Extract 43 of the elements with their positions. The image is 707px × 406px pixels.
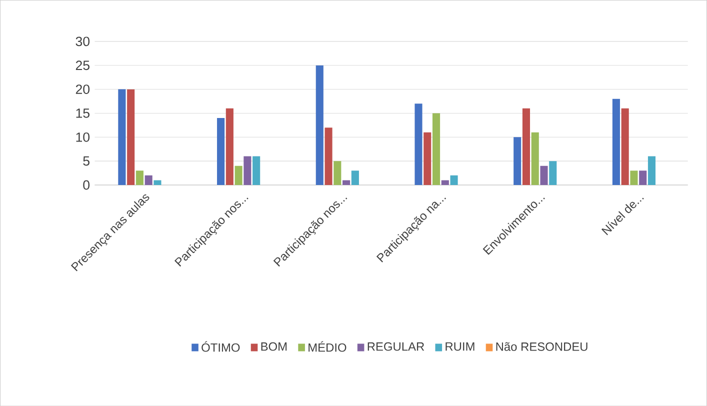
bar (234, 166, 242, 185)
bar (549, 160, 557, 185)
bar (226, 108, 234, 185)
bar (432, 113, 440, 185)
bar (540, 166, 548, 185)
bar (217, 118, 225, 185)
bar (351, 170, 359, 185)
y-tick-label: 5 (83, 156, 90, 166)
bar (522, 108, 530, 185)
y-tick-label: 15 (76, 108, 90, 118)
y-tick-label: 0 (83, 180, 90, 190)
bar (612, 98, 620, 185)
bar (648, 156, 656, 185)
bar (118, 89, 126, 185)
bar (324, 127, 332, 185)
bar (342, 180, 350, 185)
bar (414, 104, 422, 185)
bar (441, 180, 449, 185)
bar (531, 132, 539, 185)
bar (244, 156, 252, 185)
bar (316, 65, 324, 185)
bar (514, 137, 522, 185)
bar (639, 170, 647, 185)
bar (424, 132, 432, 185)
bar (136, 170, 144, 185)
bar (621, 108, 629, 185)
y-tick-label: 10 (76, 132, 90, 142)
y-tick-label: 25 (76, 60, 90, 70)
bar (127, 89, 135, 185)
bar (630, 170, 638, 185)
legend-label: BOM (261, 342, 287, 351)
bar (252, 156, 260, 185)
y-tick-label: 30 (76, 36, 90, 46)
legend-label: REGULAR (368, 342, 424, 351)
bar (154, 180, 162, 185)
y-tick-label: 20 (76, 84, 90, 94)
legend-label: RUIM (446, 342, 474, 351)
legend-label: MÉDIO (308, 341, 346, 352)
bar (334, 160, 342, 185)
legend-label: Não RESONDEU (496, 342, 588, 351)
legend-label: ÓTIMO (202, 341, 240, 352)
bar (450, 175, 458, 185)
bar (144, 175, 152, 185)
